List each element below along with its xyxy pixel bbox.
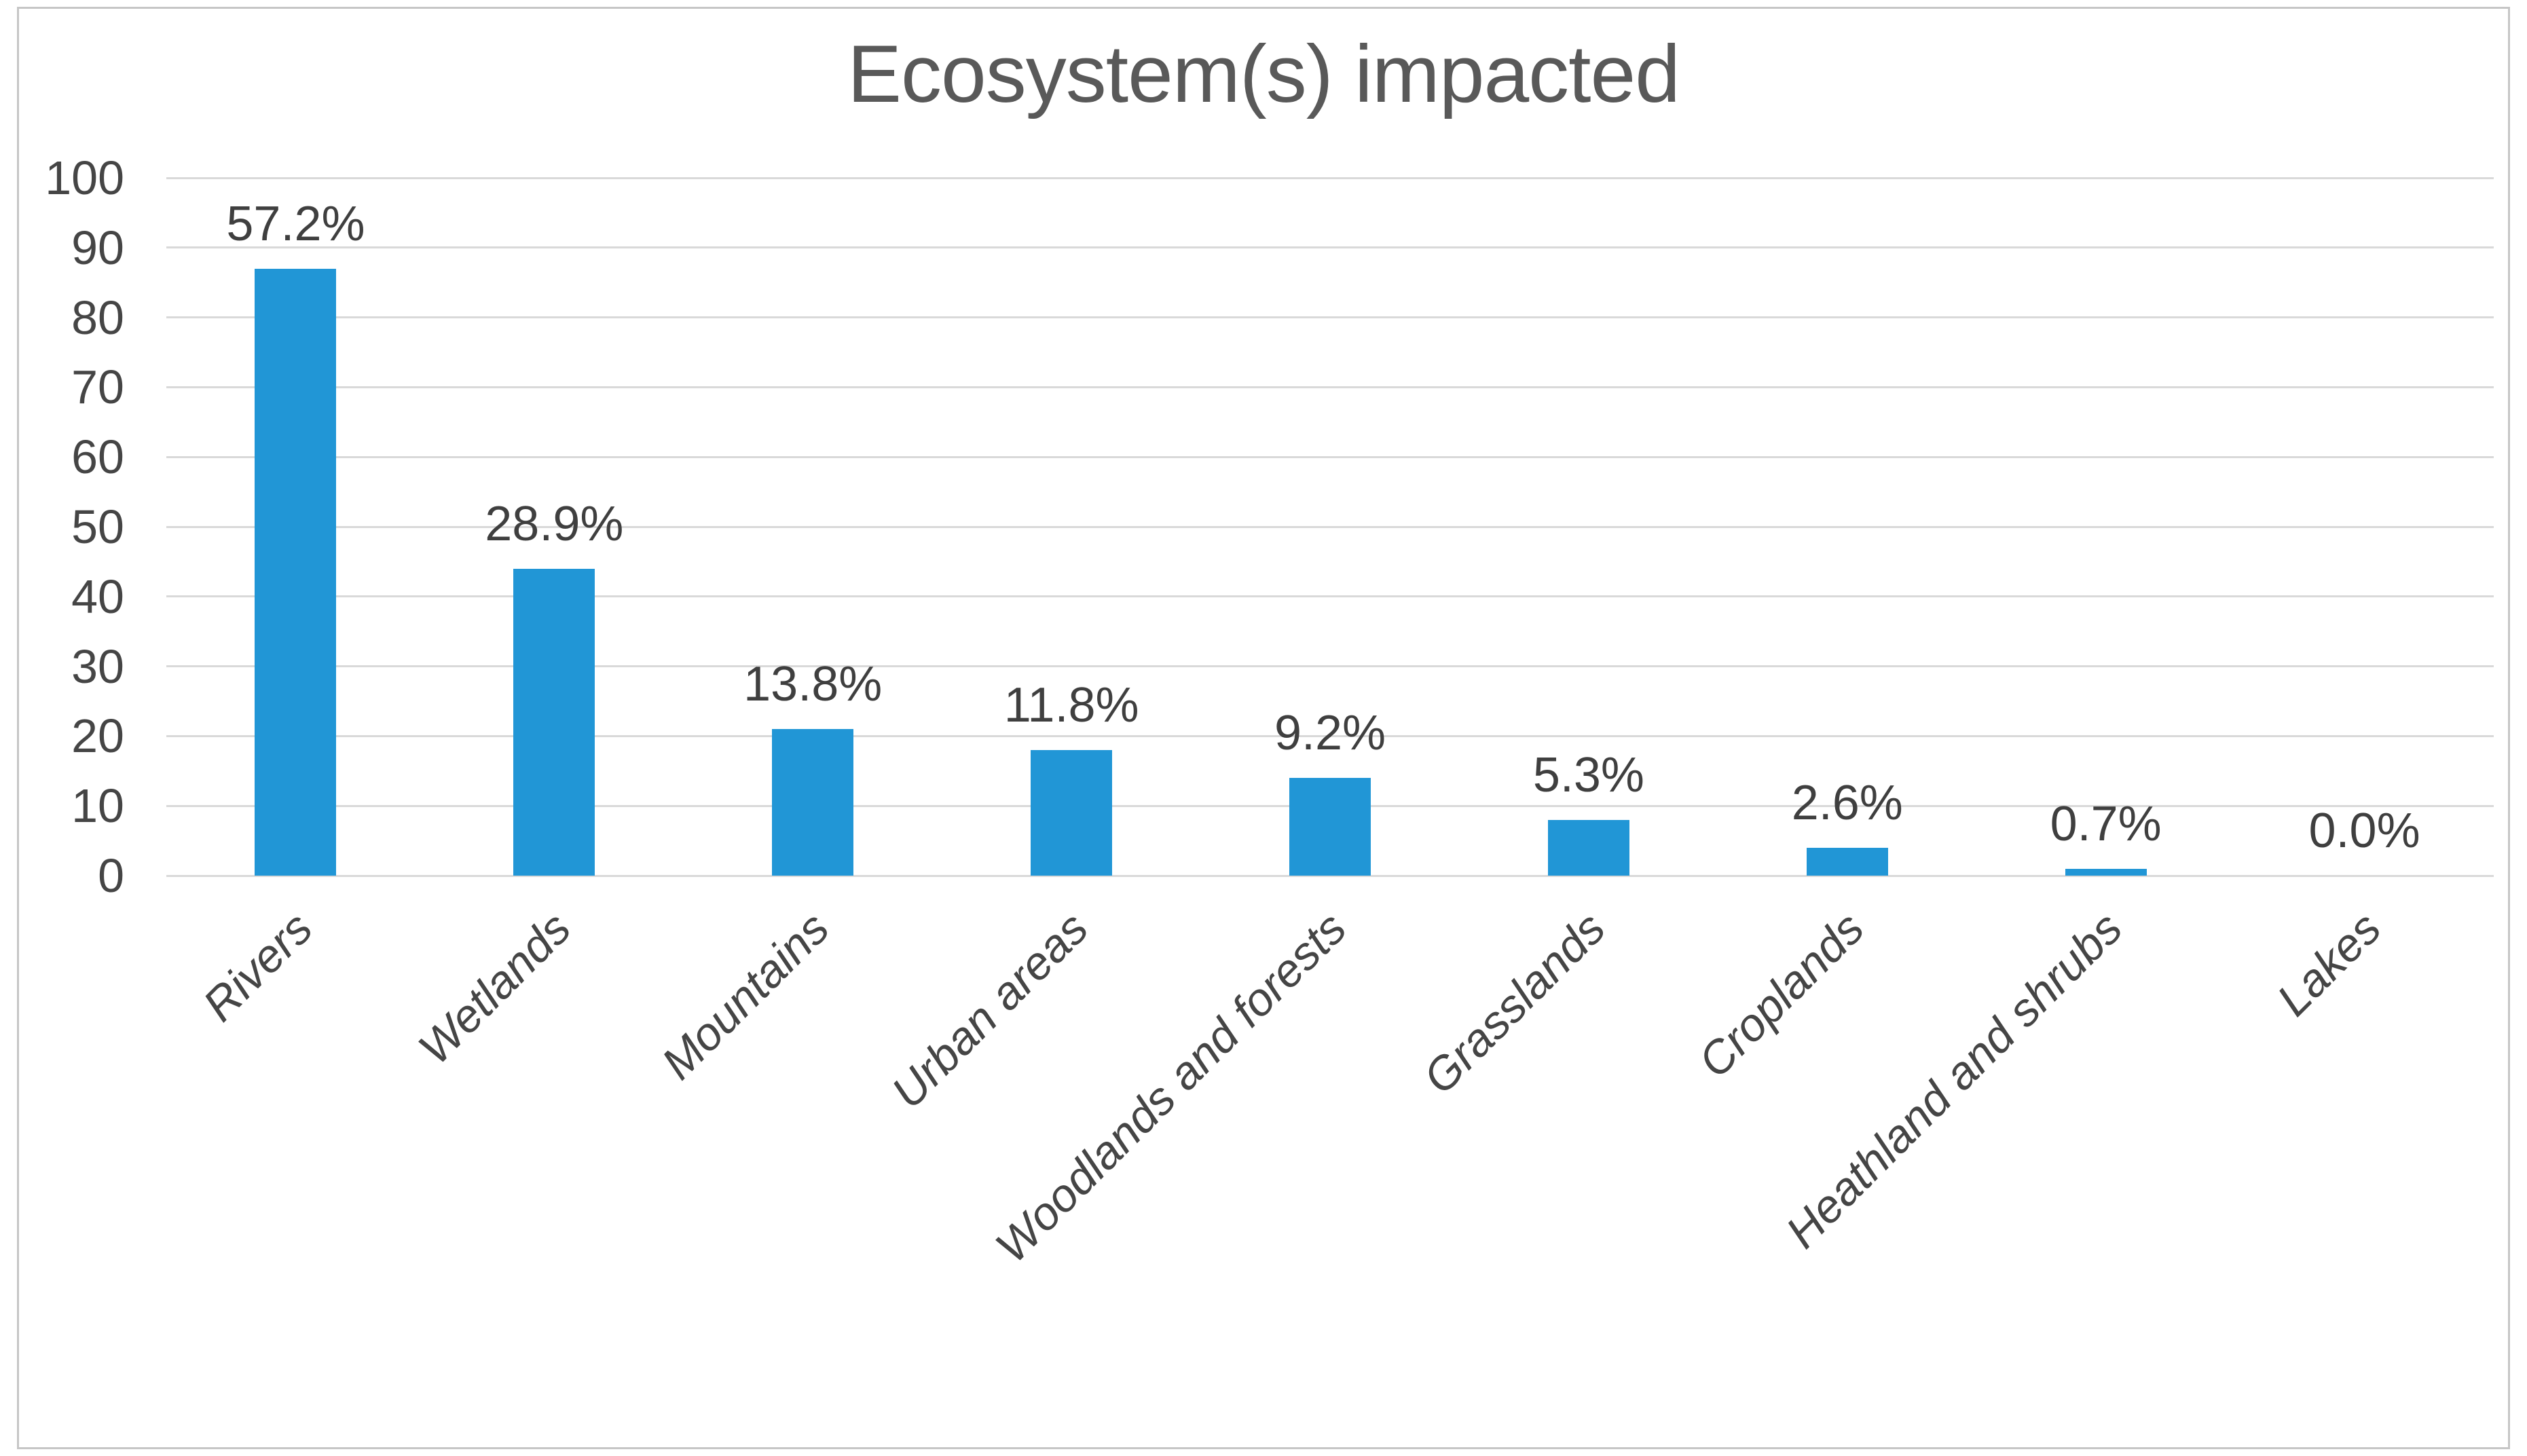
category-label: Grasslands: [1413, 902, 1615, 1104]
gridline: [166, 455, 2494, 458]
bar-value-label: 0.0%: [2308, 804, 2420, 858]
gridline: [166, 246, 2494, 249]
y-tick-label: 40: [71, 570, 124, 623]
bar-value-label: 5.3%: [1532, 747, 1644, 802]
category-label: Rivers: [193, 902, 322, 1032]
y-tick-label: 30: [71, 639, 124, 693]
y-tick-label: 80: [71, 291, 124, 344]
category-label: Croplands: [1688, 902, 1874, 1088]
bar: [513, 568, 595, 876]
gridline: [166, 386, 2494, 388]
category-label: Mountains: [652, 902, 840, 1089]
y-tick-label: 20: [71, 709, 124, 763]
y-tick-label: 0: [98, 849, 124, 902]
bar: [2065, 868, 2147, 876]
category-label: Lakes: [2267, 902, 2391, 1026]
gridline: [166, 665, 2494, 668]
bar: [255, 268, 337, 876]
y-tick-label: 100: [45, 151, 124, 204]
y-tick-label: 50: [71, 500, 124, 553]
category-label: Urban areas: [881, 902, 1099, 1119]
bar-value-label: 9.2%: [1274, 706, 1386, 761]
gridline: [166, 874, 2494, 877]
bar-value-label: 11.8%: [1003, 677, 1139, 732]
bar-value-label: 57.2%: [226, 196, 365, 251]
gridline: [166, 316, 2494, 319]
bar: [1031, 749, 1113, 876]
bar-value-label: 28.9%: [485, 496, 624, 551]
bar: [1289, 778, 1371, 876]
category-label: Wetlands: [408, 902, 581, 1075]
y-tick-label: 60: [71, 430, 124, 484]
y-tick-label: 10: [71, 779, 124, 833]
bar: [1547, 819, 1629, 876]
y-tick-label: 90: [71, 221, 124, 274]
y-tick-label: 70: [71, 360, 124, 414]
bar-value-label: 0.7%: [2050, 796, 2162, 851]
gridline: [166, 525, 2494, 528]
gridline: [166, 734, 2494, 737]
bar: [772, 729, 854, 876]
bar-value-label: 13.8%: [743, 657, 883, 712]
bar: [1806, 847, 1888, 876]
bar-value-label: 2.6%: [1791, 775, 1903, 830]
chart-title: Ecosystem(s) impacted: [847, 29, 1680, 119]
gridline: [166, 595, 2494, 598]
gridline: [166, 176, 2494, 179]
